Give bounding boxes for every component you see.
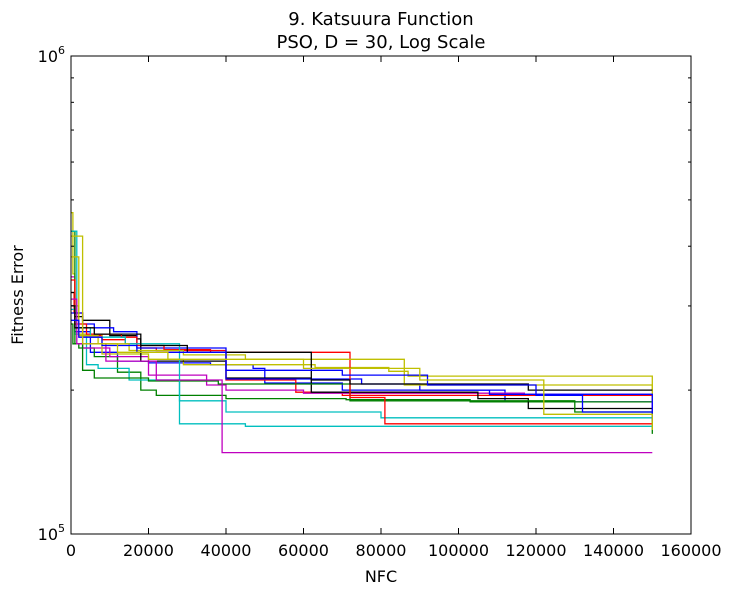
- series-line-3: [71, 291, 653, 418]
- series-line-15: [71, 319, 653, 422]
- x-tick-label: 20000: [123, 541, 174, 560]
- x-tick-label: 100000: [428, 541, 489, 560]
- chart-title-line2: PSO, D = 30, Log Scale: [277, 32, 486, 53]
- x-tick-label: 80000: [356, 541, 407, 560]
- series-line-9: [71, 230, 653, 434]
- y-tick-label: 106: [38, 44, 65, 66]
- series-line-1: [71, 305, 653, 403]
- plot-frame: [70, 55, 692, 535]
- series-line-13: [71, 256, 653, 391]
- x-tick-label: 60000: [278, 541, 329, 560]
- series-line-14: [71, 305, 653, 391]
- x-tick-label: 160000: [660, 541, 721, 560]
- series-line-8: [71, 312, 653, 418]
- series-line-12: [71, 298, 653, 454]
- y-axis: 105 106: [38, 44, 691, 544]
- chart-title-line1: 9. Katsuura Function: [288, 9, 473, 30]
- x-axis: 0 20000 40000 60000 80000 100000 120000 140000 1…: [66, 56, 722, 560]
- x-tick-label: 140000: [583, 541, 644, 560]
- x-tick-label: 40000: [201, 541, 252, 560]
- series-group: [71, 212, 653, 454]
- x-axis-label: NFC: [365, 567, 397, 586]
- x-tick-label: 0: [66, 541, 76, 560]
- y-tick-label: 105: [38, 522, 65, 544]
- series-line-16: [71, 235, 653, 430]
- x-tick-label: 120000: [505, 541, 566, 560]
- series-line-2: [71, 323, 653, 403]
- series-line-6: [71, 212, 653, 402]
- y-axis-label: Fitness Error: [8, 245, 27, 345]
